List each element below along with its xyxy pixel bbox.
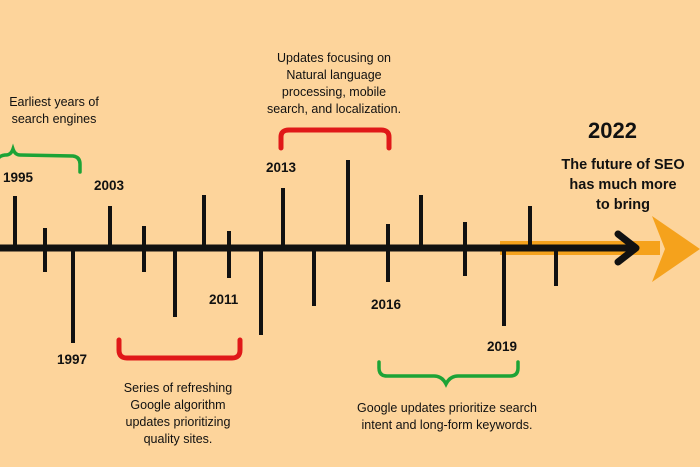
year-label-2022: 2022: [588, 118, 637, 143]
red-bracket-nlp: [278, 127, 392, 151]
black-arrowhead: [614, 230, 640, 266]
year-label-1995: 1995: [3, 170, 34, 185]
note-line: Google algorithm: [130, 398, 226, 412]
year-label-2019: 2019: [487, 339, 518, 354]
red-bracket-refresh: [116, 337, 243, 361]
year-label-2016: 2016: [371, 297, 402, 312]
orange-arrowhead: [652, 216, 700, 282]
note-line: intent and long-form keywords.: [361, 418, 533, 432]
note-line: Series of refreshing: [123, 381, 233, 395]
note-line: Updates focusing on: [277, 51, 391, 65]
future-of-seo-text: The future of SEO has much more to bring: [548, 155, 698, 215]
future-line: The future of SEO: [561, 157, 685, 173]
future-line: to bring: [596, 197, 650, 213]
future-line: has much more: [569, 177, 677, 193]
note-algorithm-refresh: Series of refreshing Google algorithm up…: [107, 380, 249, 448]
note-line: search, and localization.: [266, 102, 402, 116]
year-label-1997: 1997: [57, 352, 88, 367]
note-line: search engines: [11, 112, 97, 126]
year-label-2013: 2013: [266, 160, 297, 175]
note-search-intent: Google updates prioritize search intent …: [344, 400, 550, 434]
note-line: quality sites.: [143, 432, 213, 446]
note-line: Earliest years of: [9, 95, 99, 109]
note-line: Natural language: [286, 68, 382, 82]
note-line: updates prioritizing: [125, 415, 231, 429]
green-brace-intent: [377, 360, 520, 388]
note-line: processing, mobile: [281, 85, 387, 99]
year-label-2011: 2011: [209, 292, 239, 307]
note-earliest-years: Earliest years of search engines: [0, 94, 108, 128]
timeline-ticks: [13, 160, 558, 343]
year-label-2003: 2003: [94, 178, 125, 193]
note-nlp-updates: Updates focusing on Natural language pro…: [254, 50, 414, 118]
note-line: Google updates prioritize search: [357, 401, 537, 415]
green-brace-earliest: [0, 143, 82, 174]
